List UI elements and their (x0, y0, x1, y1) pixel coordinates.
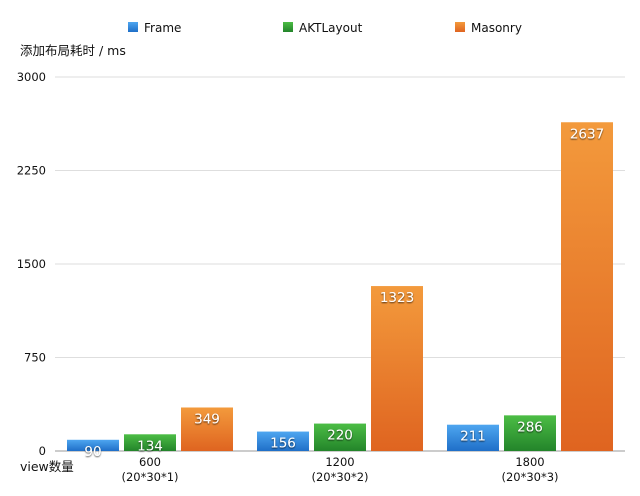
legend-swatch-frame (128, 22, 138, 32)
x-axis-labels: 600(20*30*1) 1200(20*30*2) 1800(20*30*3) (121, 455, 558, 484)
data-label: 2637 (570, 126, 604, 142)
y-tick-label: 0 (39, 444, 46, 458)
x-tick-sublabel: (20*30*3) (501, 470, 558, 484)
bar-frame-1 (257, 431, 309, 451)
bar-aktlayout-1 (314, 423, 366, 451)
bar-aktlayout-2 (504, 415, 556, 451)
x-tick-sublabel: (20*30*1) (121, 470, 178, 484)
data-label: 286 (517, 419, 543, 435)
legend-label-aktlayout: AKTLayout (299, 21, 363, 35)
y-tick-label: 1500 (17, 257, 46, 271)
y-tick-label: 750 (24, 351, 46, 365)
x-tick-label: 1800 (515, 455, 544, 469)
y-tick-label: 2250 (17, 164, 46, 178)
data-label: 220 (327, 428, 353, 444)
data-label: 156 (270, 436, 296, 452)
legend-label-frame: Frame (144, 21, 181, 35)
bar-frame-2 (447, 424, 499, 451)
data-label: 134 (137, 438, 163, 454)
bar-frame-0 (67, 439, 119, 451)
legend-swatch-masonry (455, 22, 465, 32)
y-axis-label: 添加布局耗时 / ms (20, 43, 126, 58)
data-label: 349 (194, 411, 220, 427)
x-tick-sublabel: (20*30*2) (311, 470, 368, 484)
bar-aktlayout-0 (124, 434, 176, 451)
y-tick-label: 3000 (17, 70, 46, 84)
data-label: 1323 (380, 290, 414, 306)
y-axis-ticks: 0 750 1500 2250 3000 (17, 70, 46, 458)
bars: 90 134 349 156 220 1323 211 286 2637 (67, 122, 613, 460)
legend-swatch-aktlayout (283, 22, 293, 32)
data-label: 211 (460, 429, 486, 445)
legend-label-masonry: Masonry (471, 21, 522, 35)
x-tick-label: 600 (139, 455, 161, 469)
legend: Frame AKTLayout Masonry (128, 21, 522, 35)
bar-masonry-1 (371, 286, 423, 451)
gridlines (55, 76, 625, 452)
x-tick-label: 1200 (325, 455, 354, 469)
bar-masonry-2 (561, 122, 613, 451)
bar-masonry-0 (181, 407, 233, 451)
data-label: 90 (84, 444, 101, 460)
x-axis-label: view数量 (20, 459, 74, 474)
